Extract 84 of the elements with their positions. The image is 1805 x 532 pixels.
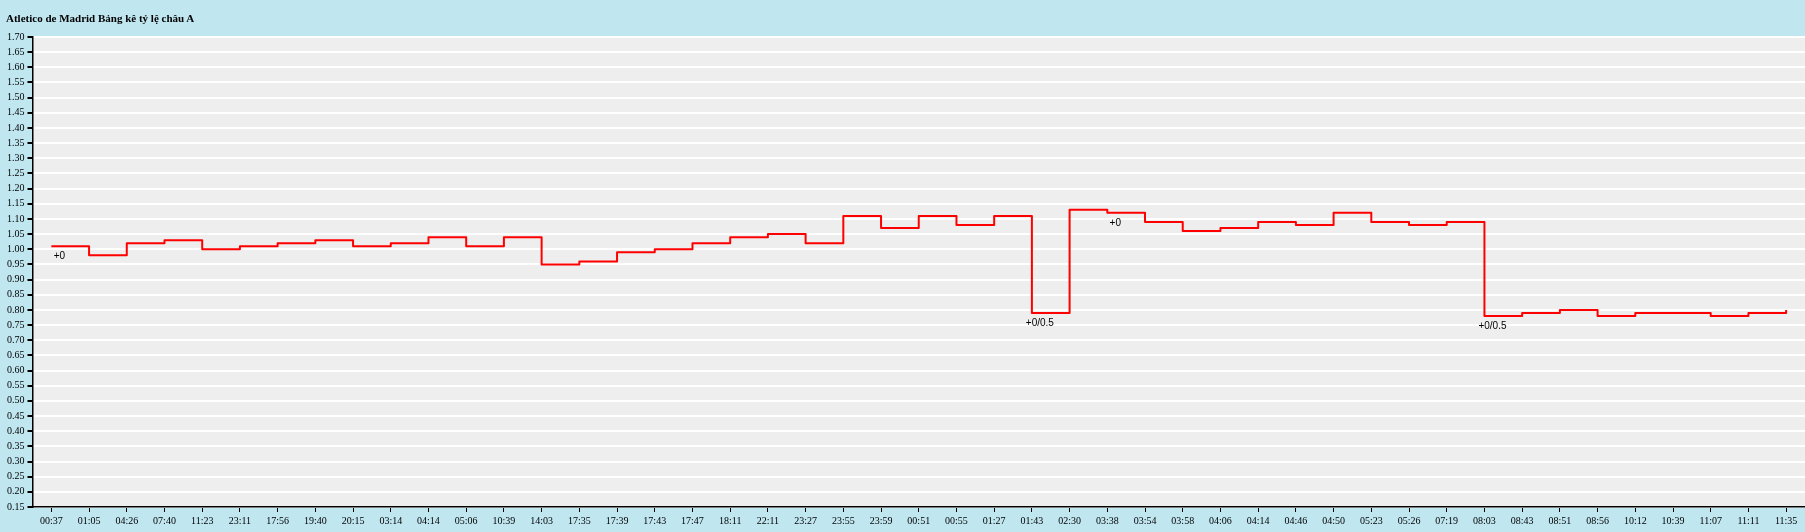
y-tick-label: 0.70 (7, 333, 25, 345)
x-tick-label: 17:43 (643, 514, 667, 526)
x-tick-label: 03:58 (1171, 514, 1195, 526)
y-tick-label: 0.85 (7, 288, 25, 300)
x-tick-label: 04:26 (115, 514, 139, 526)
y-tick-label: 0.45 (7, 409, 25, 421)
x-tick-label: 04:46 (1284, 514, 1308, 526)
x-tick-label: 00:37 (39, 514, 63, 526)
x-tick-label: 08:51 (1548, 514, 1572, 526)
y-tick-label: 0.25 (7, 470, 25, 482)
x-tick-label: 01:27 (982, 514, 1006, 526)
x-tick-label: 22:11 (756, 514, 780, 526)
y-tick-label: 0.55 (7, 379, 25, 391)
y-tick-label: 0.50 (7, 394, 25, 406)
x-tick-label: 04:06 (1209, 514, 1232, 526)
y-tick-label: 1.65 (7, 45, 25, 57)
x-tick-label: 11:11 (1737, 514, 1760, 526)
y-tick-label: 1.25 (7, 167, 25, 179)
x-tick-label: 19:40 (303, 514, 327, 526)
y-tick-label: 0.30 (7, 455, 25, 467)
x-tick-label: 04:50 (1322, 514, 1345, 526)
y-tick-label: 0.15 (7, 500, 25, 512)
x-tick-label: 20:15 (341, 514, 365, 526)
y-tick-label: 1.70 (7, 30, 25, 42)
x-tick-label: 17:39 (605, 514, 629, 526)
x-tick-label: 07:19 (1435, 514, 1459, 526)
x-tick-label: 10:39 (1661, 514, 1685, 526)
x-tick-label: 08:56 (1586, 514, 1609, 526)
x-tick-label: 02:30 (1058, 514, 1081, 526)
x-tick-label: 23:27 (794, 514, 817, 526)
x-tick-label: 03:14 (379, 514, 403, 526)
x-tick-label: 18:11 (718, 514, 742, 526)
chart-title: Atletico de Madrid Bảng kê tỷ lệ châu A (6, 12, 195, 24)
x-tick-label: 00:55 (945, 514, 968, 526)
x-tick-label: 08:03 (1473, 514, 1496, 526)
y-tick-label: 1.45 (7, 106, 25, 118)
x-tick-label: 03:38 (1095, 514, 1119, 526)
x-tick-label: 07:40 (153, 514, 176, 526)
y-tick-label: 1.00 (7, 242, 25, 254)
y-tick-label: 1.10 (7, 212, 25, 224)
y-tick-label: 0.20 (7, 485, 25, 497)
x-tick-label: 11:35 (1774, 514, 1798, 526)
x-tick-label: 17:56 (266, 514, 290, 526)
y-tick-label: 1.35 (7, 136, 25, 148)
x-tick-label: 23:11 (228, 514, 252, 526)
x-tick-label: 03:54 (1133, 514, 1157, 526)
x-tick-label: 01:43 (1020, 514, 1044, 526)
y-tick-label: 1.40 (7, 121, 25, 133)
y-tick-label: 1.30 (7, 151, 25, 163)
annotation: +0/0.5 (1025, 316, 1055, 328)
x-tick-label: 04:14 (1246, 514, 1270, 526)
annotation: +0/0.5 (1478, 319, 1507, 331)
y-tick-label: 1.55 (7, 76, 25, 88)
y-tick-label: 0.95 (7, 258, 25, 270)
y-tick-label: 1.60 (7, 60, 25, 72)
x-tick-label: 08:43 (1510, 514, 1534, 526)
y-tick-label: 1.20 (7, 182, 25, 194)
x-tick-label: 04:14 (417, 514, 440, 526)
x-tick-label: 23:59 (869, 514, 893, 526)
x-tick-label: 01:05 (77, 514, 101, 526)
y-tick-label: 1.15 (7, 197, 25, 209)
y-tick-label: 0.90 (7, 273, 25, 285)
annotation: +0 (53, 249, 66, 261)
x-tick-label: 23:55 (831, 514, 855, 526)
x-tick-label: 11:07 (1699, 514, 1722, 526)
x-tick-label: 10:12 (1623, 514, 1647, 526)
x-tick-label: 00:51 (907, 514, 931, 526)
x-tick-label: 05:26 (1397, 514, 1421, 526)
x-tick-label: 05:06 (454, 514, 478, 526)
y-tick-label: 0.65 (7, 349, 25, 361)
x-tick-label: 17:47 (681, 514, 704, 526)
x-tick-label: 14:03 (530, 514, 554, 526)
annotation: +0 (1109, 216, 1122, 228)
y-tick-label: 0.80 (7, 303, 25, 315)
y-tick-label: 0.60 (7, 364, 25, 376)
y-tick-label: 1.50 (7, 91, 25, 103)
y-tick-label: 0.75 (7, 318, 25, 330)
y-tick-label: 1.05 (7, 227, 25, 239)
y-tick-label: 0.40 (7, 424, 25, 436)
x-tick-label: 17:35 (567, 514, 591, 526)
y-tick-label: 0.35 (7, 439, 25, 451)
x-tick-label: 05:23 (1359, 514, 1383, 526)
x-tick-label: 10:39 (492, 514, 516, 526)
x-tick-label: 11:23 (191, 514, 214, 526)
